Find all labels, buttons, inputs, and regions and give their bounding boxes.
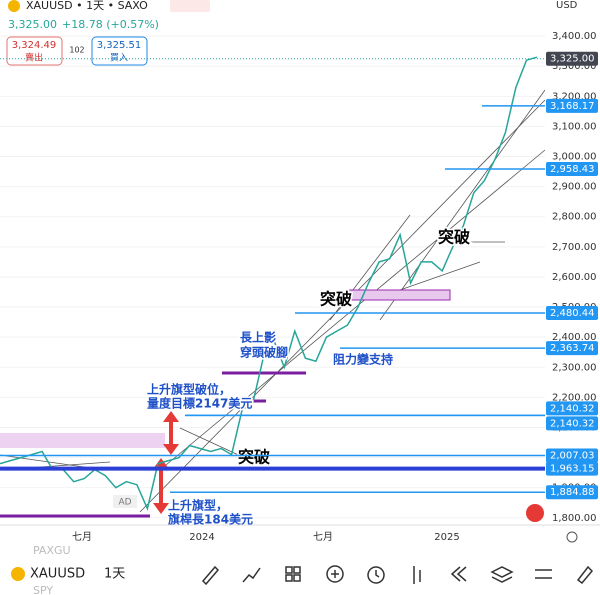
zone [0,433,165,448]
level-tag-label: 3,168.17 [550,101,595,112]
price: 3,325.00 [8,18,57,31]
symbol-icon [8,0,20,12]
level-tag [546,461,598,476]
level-tag-label: 2,480.44 [550,308,595,319]
level-tag [546,162,598,177]
annotation: 穿頭破腳 [240,345,288,360]
buy-button[interactable] [91,36,148,66]
y-tick-label: 3,000.00 [552,152,597,163]
indicator-button[interactable] [170,0,210,12]
y-tick-label: 3,200.00 [552,91,597,102]
y-tick-label: 2,700.00 [552,242,597,253]
level-tag [546,416,598,431]
annotation: 上升旗型破位， [147,382,231,397]
level-tag [546,305,598,320]
change: +18.78 (+0.57%) [62,18,159,31]
level-tag-label: 2,007.03 [550,450,595,461]
ghost-symbol: PAXGU [33,544,71,557]
level-tag [546,448,598,463]
buy-price: 3,325.51 [97,40,142,51]
y-tick-label: 3,400.00 [552,31,597,42]
price-line [0,56,538,512]
drawings [0,89,546,513]
annotation: 長上影 [240,330,276,345]
annotation: 突破 [438,228,470,247]
y-tick-label: 2,300.00 [552,362,597,373]
y-tick-label: 2,200.00 [552,392,597,403]
x-tick-label: 七月 [72,531,92,543]
y-tick-label: 1,800.00 [552,513,597,524]
level-tag-label: 2,140.32 [550,418,595,429]
ad-badge [113,495,137,508]
sell-button[interactable] [6,36,63,66]
annotation: 阻力變支持 [333,352,393,367]
annotation: 上升旗型， [168,498,228,513]
level-tag-label: 1,963.15 [550,464,595,475]
y-tick-label: 2,900.00 [552,182,597,193]
annotation: 旗桿長184美元 [168,512,253,527]
symbol-icon [11,567,25,581]
level-tag-label: 2,958.43 [550,164,595,175]
toolbar-icons[interactable] [201,565,594,586]
current-price-label: 3,325.00 [550,54,595,65]
zone [344,289,451,301]
y-tick-label: 2,400.00 [552,332,597,343]
level-tag-label: 1,884.88 [550,487,595,498]
level-tag [546,401,598,416]
toolbar-symbol[interactable]: XAUUSD [30,567,85,582]
buy-label: 買入 [110,53,128,64]
sell-label: 賣出 [25,52,43,64]
ad-label: AD [118,498,131,508]
ghost-symbol: SPY [33,584,53,595]
level-tag [546,485,598,500]
annotation: 突破 [238,448,270,467]
current-price-tag [546,51,598,66]
sell-price: 3,324.49 [12,40,57,51]
settings-icon[interactable] [566,531,578,543]
annotation: 突破 [320,290,352,309]
event-icon[interactable] [526,504,544,522]
price-axis [545,0,600,525]
currency: USD [556,0,578,11]
x-tick-label: 2024 [189,532,214,543]
x-tick-label: 2025 [434,532,459,543]
x-tick-label: 七月 [313,531,333,543]
level-tag-label: 2,140.32 [550,403,595,414]
level-tag-label: 2,363.74 [550,343,595,354]
y-tick-label: 3,300.00 [552,61,597,72]
y-tick-label: 2,800.00 [552,212,597,223]
y-tick-label: 2,600.00 [552,272,597,283]
spread: 102 [69,46,84,55]
level-tag [546,98,598,113]
symbol: XAUUSD • 1天 • SAXO [26,0,148,12]
toolbar-interval[interactable]: 1天 [104,567,125,582]
annotation: 量度目標2147美元 [147,396,252,411]
level-tag [546,341,598,356]
y-tick-label: 3,100.00 [552,121,597,132]
